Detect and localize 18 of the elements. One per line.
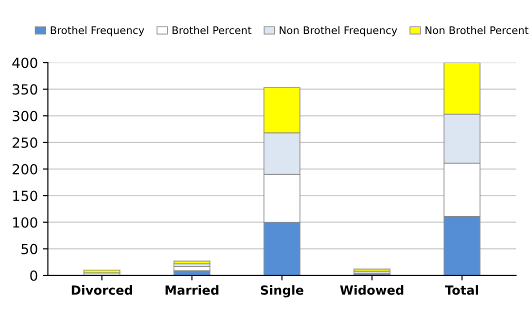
x-tick-label: Divorced [72, 285, 132, 295]
y-tick-label: 400 [12, 58, 38, 68]
x-tick-label: Married [166, 285, 218, 295]
legend-label: Brothel Frequency [50, 26, 144, 36]
y-tick-label: 200 [12, 164, 38, 174]
y-tick-label: 100 [13, 217, 38, 228]
x-tick-label: Total [445, 285, 478, 295]
y-tick-label: 250 [12, 137, 38, 148]
y-tick-label: 300 [12, 110, 38, 122]
x-tick-label: Single [260, 285, 304, 298]
y-tick-label: 50 [22, 244, 38, 254]
y-tick-label: 150 [13, 190, 38, 202]
legend-label: Brothel Percent [172, 26, 252, 34]
x-tick-label: Widowed [340, 285, 404, 295]
y-tick-label: 0 [30, 270, 38, 281]
y-tick-label: 350 [12, 84, 38, 95]
legend-label: Non Brothel Percent [426, 26, 528, 34]
legend-label: Non Brothel Frequency [280, 26, 398, 36]
